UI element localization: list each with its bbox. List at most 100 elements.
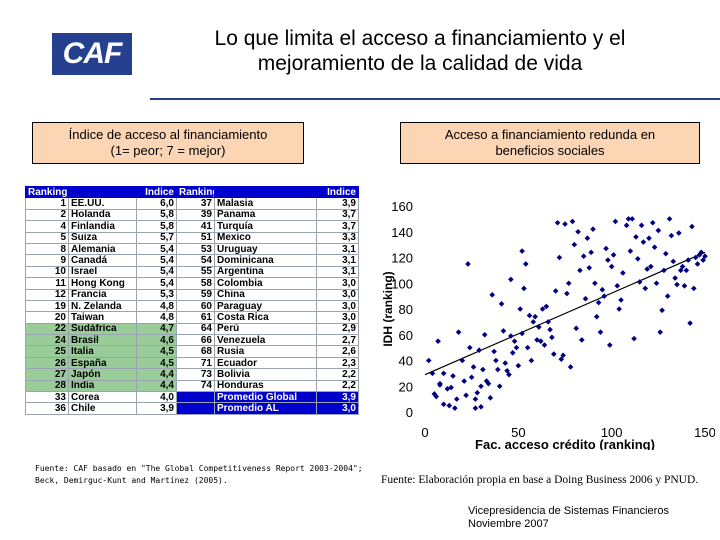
right-caption-line-1: Acceso a financiamiento redunda en <box>444 127 656 142</box>
table-cell: China <box>214 288 317 301</box>
table-cell: India <box>68 379 137 393</box>
data-point <box>575 228 581 235</box>
data-point <box>513 344 520 351</box>
table-cell: 2,2 <box>316 379 359 393</box>
table-cell: Sudáfrica <box>68 322 137 336</box>
table-cell: Venezuela <box>214 334 317 347</box>
table-row: 25 Italia 4,5 68 Rusia 2,6 <box>25 345 359 358</box>
right-caption-box: Acceso a financiamiento redunda en benef… <box>400 122 700 164</box>
data-point <box>694 261 701 267</box>
table-cell: 3,9 <box>136 402 177 415</box>
data-point <box>455 329 462 335</box>
table-cell: 12 <box>25 288 69 301</box>
table-cell: Israel <box>68 265 137 279</box>
ranking-table: RankingIndiceRankingIndice1EE.UU.6,037Ma… <box>25 185 359 415</box>
data-point <box>608 263 615 270</box>
x-tick-label: 100 <box>601 425 623 440</box>
left-caption-box: Índice de acceso al financiamiento (1= p… <box>32 122 304 164</box>
data-point <box>659 307 665 314</box>
y-tick-label: 20 <box>399 379 413 394</box>
table-cell: 37 <box>176 197 215 210</box>
y-axis-label: IDH (ranking) <box>381 271 395 346</box>
data-point <box>526 312 533 319</box>
data-point <box>586 265 593 271</box>
table-cell: N. Zelanda <box>68 299 137 313</box>
data-point <box>440 370 447 377</box>
data-point <box>508 276 514 283</box>
table-cell: Chile <box>68 402 137 415</box>
table-cell: 20 <box>25 311 69 324</box>
data-point <box>465 261 471 267</box>
table-cell: Bolivia <box>214 368 317 381</box>
y-tick-label: 80 <box>399 302 413 317</box>
y-tick-label: 140 <box>391 225 413 240</box>
data-point <box>668 232 675 239</box>
table-cell: 3,0 <box>316 311 359 324</box>
data-point <box>663 250 669 257</box>
table-cell: 3,0 <box>316 277 359 290</box>
table-cell: 24 <box>25 334 69 347</box>
table-cell: 4,5 <box>136 345 177 358</box>
data-point <box>521 285 527 292</box>
table-cell: Brasil <box>68 334 137 347</box>
table-cell: EE.UU. <box>68 197 137 210</box>
table-cell: Hong Kong <box>68 277 137 290</box>
data-point <box>429 370 436 377</box>
data-point <box>467 344 473 351</box>
slide-title: Lo que limita el acceso a financiamiento… <box>150 26 690 76</box>
table-cell: 5,4 <box>136 242 177 256</box>
table-cell: Honduras <box>214 379 317 393</box>
y-tick-label: 0 <box>406 405 413 420</box>
table-cell: 53 <box>176 242 215 256</box>
data-point <box>474 389 481 396</box>
data-point <box>519 248 525 254</box>
left-caption-line-2: (1= peor; 7 = mejor) <box>110 143 226 158</box>
y-tick-label: 60 <box>399 328 413 343</box>
table-cell: Rusia <box>214 345 317 358</box>
data-point <box>577 267 583 274</box>
table-cell: 28 <box>25 379 69 393</box>
table-cell: 55 <box>176 265 215 279</box>
data-point <box>560 352 566 359</box>
data-point <box>646 235 652 241</box>
data-point <box>543 303 550 310</box>
data-point <box>502 360 509 366</box>
data-point <box>681 283 688 289</box>
table-cell: Costa Rica <box>214 311 317 324</box>
data-point <box>537 338 544 344</box>
table-cell: 71 <box>176 356 215 370</box>
data-point <box>472 405 479 411</box>
table-row: 11 Hong Kong 5,4 58 Colombia 3,0 <box>25 277 359 290</box>
table-cell: 5,4 <box>136 254 177 267</box>
table-cell: 59 <box>176 288 215 301</box>
data-point <box>588 249 594 256</box>
table-row: 36 Chile 3,9 Promedio AL 3,0 <box>25 402 359 415</box>
table-cell: 74 <box>176 379 215 393</box>
footer-line-2: Noviembre 2007 <box>468 518 549 530</box>
table-cell: 41 <box>176 220 215 233</box>
table-cell: Finlandia <box>68 220 137 233</box>
data-point <box>687 320 693 326</box>
table-cell: 68 <box>176 345 215 358</box>
logo-text: CAF <box>62 37 123 70</box>
table-cell: Malasia <box>214 197 317 210</box>
data-point <box>549 334 555 341</box>
source-left-line-1: Fuente: CAF basado en "The Global Compet… <box>35 464 363 473</box>
table-row: 9 Canadá 5,4 54 Dominicana 3,1 <box>25 254 359 267</box>
table-cell: Mexico <box>214 231 317 244</box>
data-point <box>599 286 606 293</box>
table-cell: 3,3 <box>316 231 359 244</box>
x-tick-label: 150 <box>694 425 715 440</box>
table-cell: 6,0 <box>136 197 177 210</box>
data-point <box>597 329 604 335</box>
data-point <box>459 357 466 364</box>
table-row: 33 Corea 4,0 Promedio Global 3,9 <box>25 391 359 404</box>
table-cell: Alemania <box>68 242 137 256</box>
table-cell: 19 <box>25 299 69 313</box>
data-point <box>509 349 516 356</box>
data-point <box>620 270 626 276</box>
table-cell: Japón <box>68 368 137 381</box>
data-point <box>440 401 447 408</box>
table-cell: 2,9 <box>316 322 359 336</box>
data-point <box>590 226 596 232</box>
